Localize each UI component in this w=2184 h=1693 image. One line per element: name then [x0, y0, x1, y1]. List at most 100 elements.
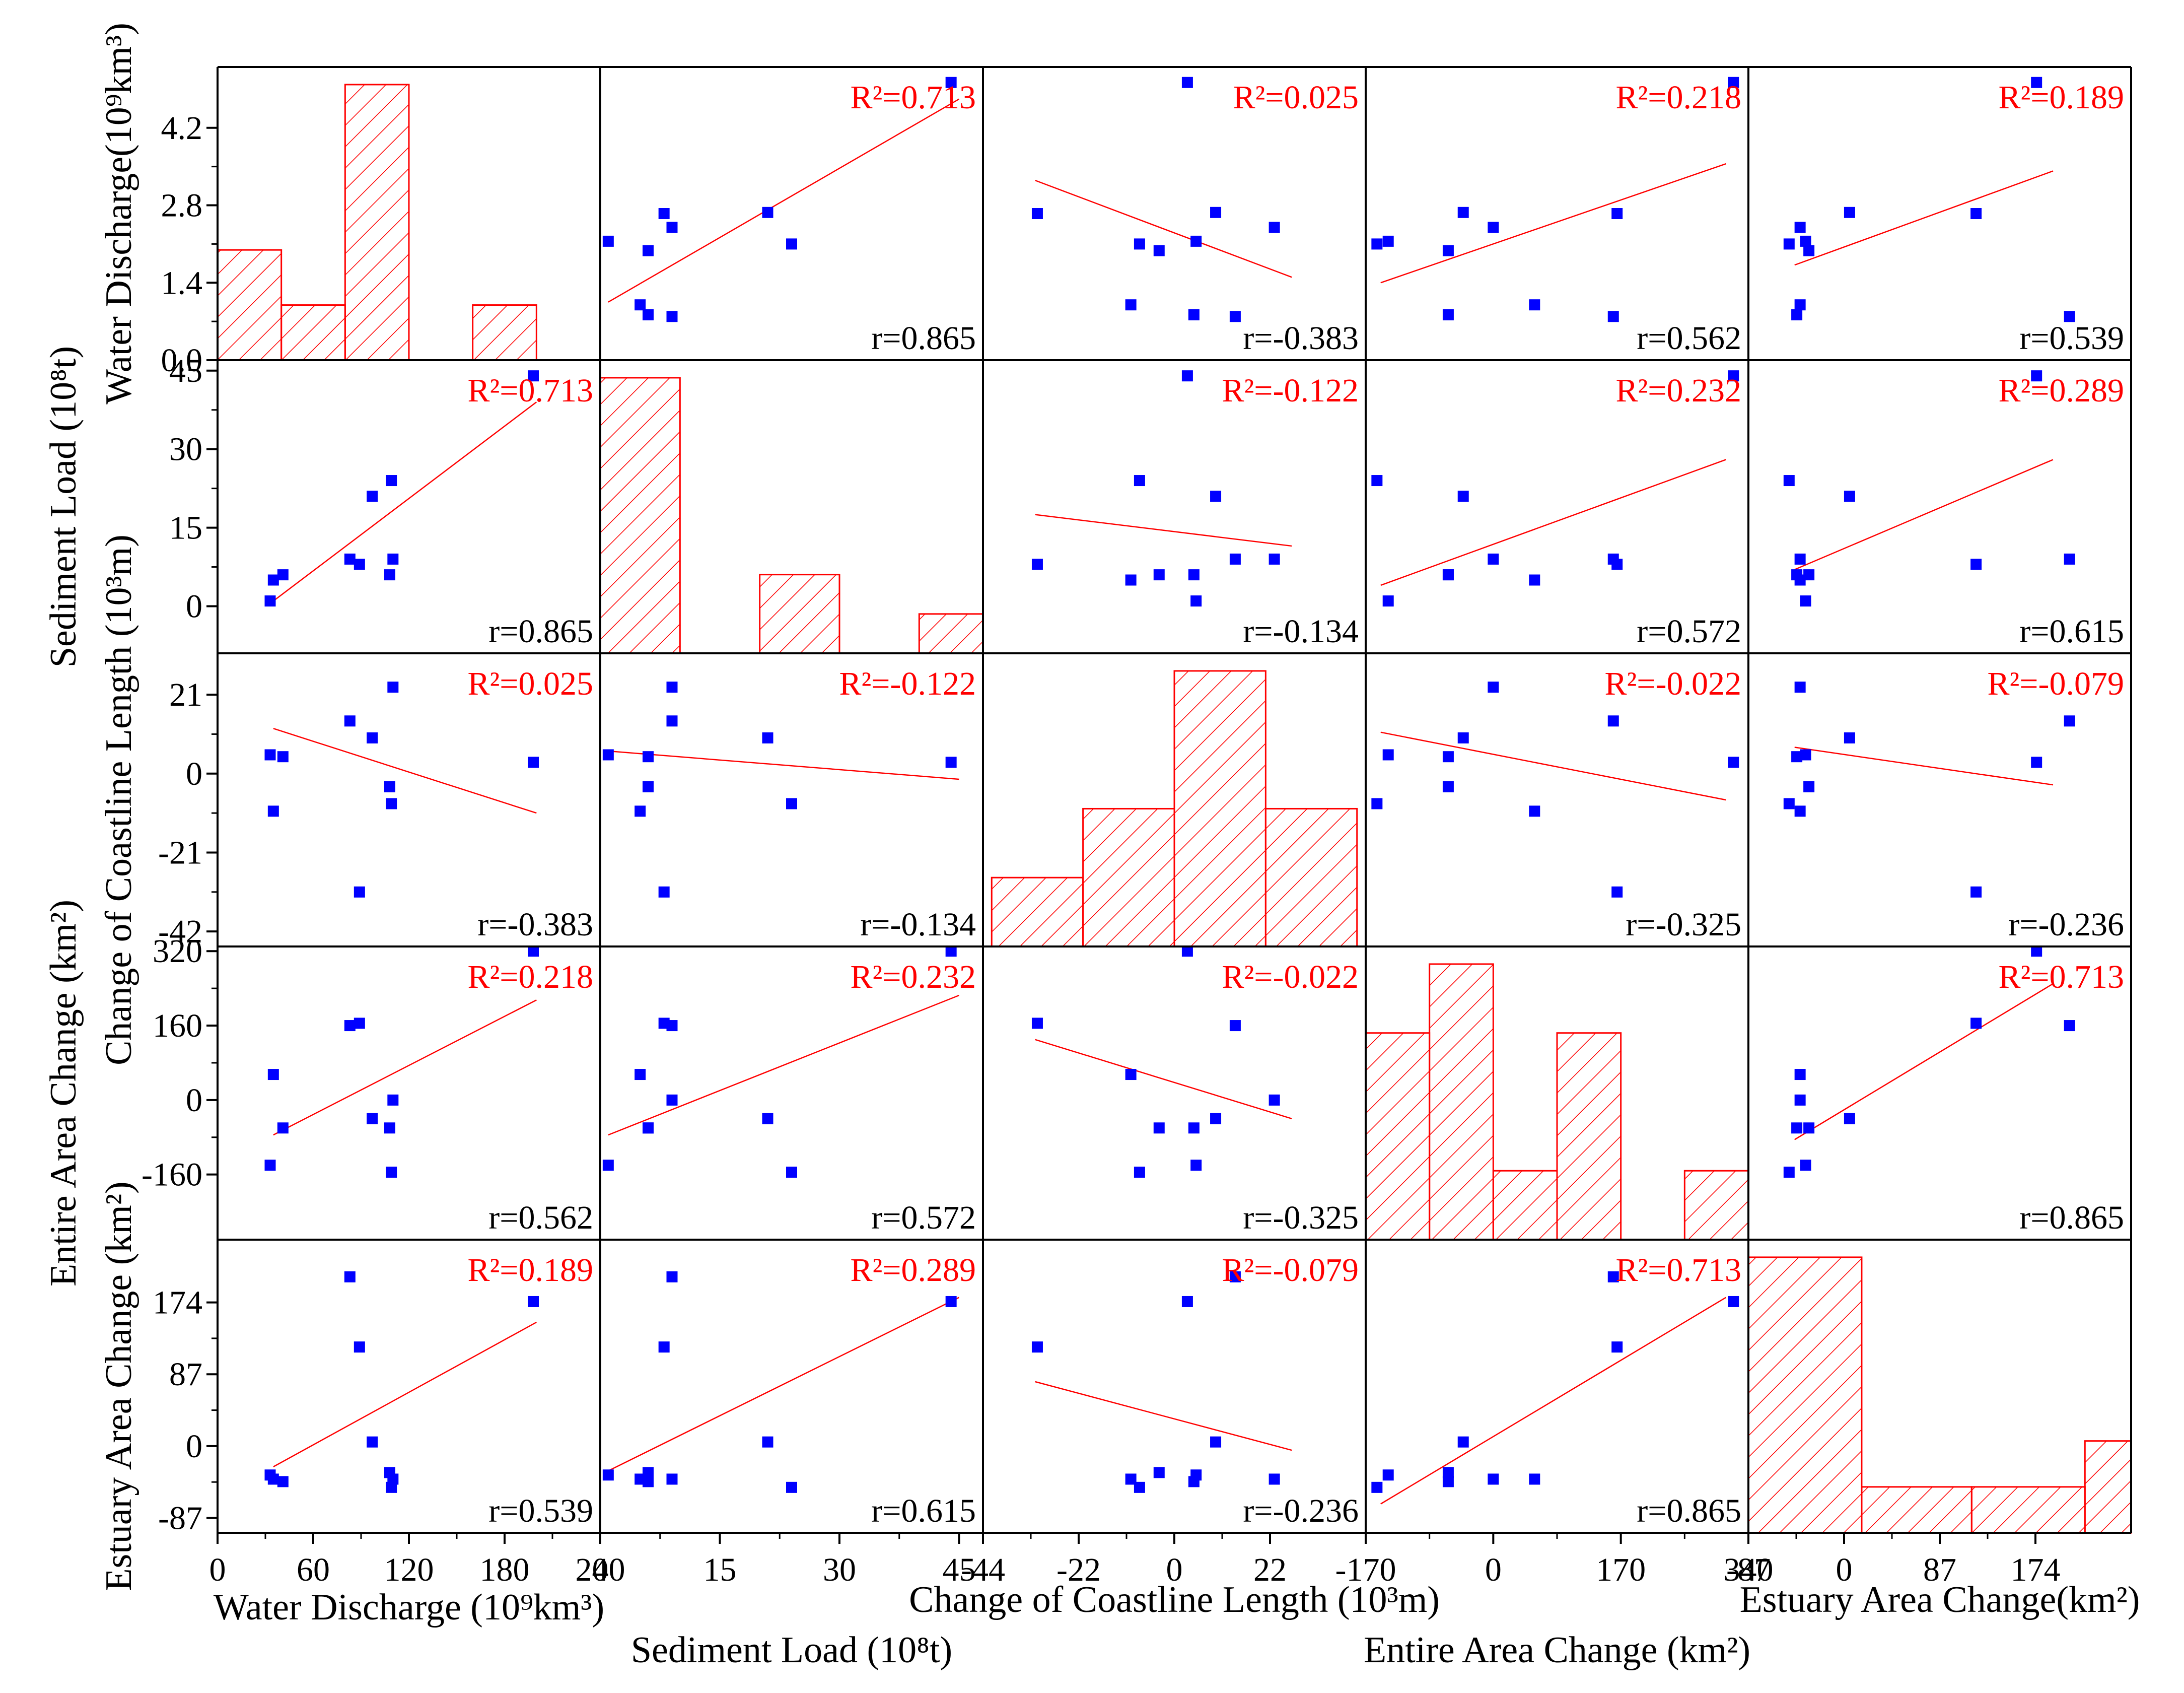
data-point: [786, 238, 797, 250]
histogram-bar: [1556, 1032, 1622, 1241]
data-point: [1794, 222, 1806, 233]
data-point: [786, 798, 797, 809]
data-point: [1188, 1476, 1200, 1487]
data-point: [1442, 309, 1454, 320]
data-point: [387, 682, 399, 693]
data-point: [1794, 805, 1806, 817]
data-point: [945, 1296, 957, 1307]
data-point: [1031, 1341, 1043, 1353]
data-point: [386, 1167, 397, 1178]
fit-line: [1794, 459, 2054, 570]
data-point: [1153, 1122, 1165, 1134]
data-point: [528, 1296, 539, 1307]
data-point: [1125, 574, 1137, 586]
data-point: [602, 235, 614, 247]
data-point: [1803, 569, 1815, 581]
data-point: [2064, 715, 2075, 727]
correlation-label: r=-0.383: [1243, 320, 1359, 357]
data-point: [1488, 553, 1499, 565]
data-point: [1210, 1436, 1222, 1448]
data-point: [367, 732, 378, 743]
data-point: [1442, 781, 1454, 792]
histogram-bar: [1861, 1486, 1972, 1534]
histogram-bar: [1747, 1256, 1863, 1534]
data-point: [1371, 1481, 1383, 1493]
x-tick-label: 22: [1253, 1551, 1287, 1588]
data-point: [1382, 749, 1394, 761]
data-point: [1611, 1341, 1623, 1353]
data-point: [267, 805, 279, 817]
data-point: [1488, 222, 1499, 233]
data-point: [1153, 1467, 1165, 1478]
panel-entire-vs-sediment: R²=0.232 r=0.572: [602, 945, 976, 1236]
r-squared-label: R²=-0.079: [1222, 1252, 1359, 1289]
data-point: [945, 77, 957, 88]
data-point: [1125, 1473, 1137, 1485]
data-point: [666, 1271, 678, 1282]
y-tick-label: 0: [186, 1082, 202, 1119]
data-point: [1181, 370, 1193, 382]
y-tick-label: 0: [186, 588, 202, 625]
correlation-label: r=-0.325: [1243, 1199, 1359, 1236]
fit-line: [1380, 731, 1726, 801]
data-point: [1125, 299, 1137, 311]
data-point: [1728, 757, 1739, 768]
data-point: [1229, 1020, 1241, 1032]
data-point: [1210, 207, 1222, 218]
data-point: [658, 1341, 670, 1353]
data-point: [1488, 1473, 1499, 1485]
data-point: [1188, 1122, 1200, 1134]
correlation-label: r=-0.134: [860, 906, 976, 943]
fit-line: [1794, 170, 2054, 266]
x-tick-label: 180: [480, 1551, 530, 1588]
histogram-bar: [918, 613, 984, 654]
x-axis-title-water: Water Discharge (10⁹km³): [214, 1587, 604, 1628]
panel-water-vs-coast: R²=0.025 r=-0.383: [1031, 77, 1359, 357]
histogram-bar: [1429, 963, 1494, 1241]
r-squared-label: R²=0.713: [467, 372, 593, 409]
fit-line: [1035, 1381, 1292, 1451]
data-point: [1728, 370, 1739, 382]
data-point: [1210, 491, 1222, 502]
r-squared-label: R²=0.232: [1615, 372, 1741, 409]
data-point: [1134, 1481, 1145, 1493]
data-point: [1269, 1473, 1280, 1485]
histogram-bar: [280, 304, 346, 361]
data-point: [344, 1271, 356, 1282]
x-tick-label: 0: [1836, 1551, 1853, 1588]
data-point: [264, 595, 276, 607]
data-point: [267, 1473, 279, 1485]
data-point: [1153, 245, 1165, 256]
panel-water-vs-sediment: R²=0.713 r=0.865: [602, 77, 976, 357]
data-point: [762, 1113, 773, 1124]
data-point: [1728, 77, 1739, 88]
fit-line: [1794, 983, 2054, 1140]
data-point: [367, 1436, 378, 1448]
data-point: [635, 805, 646, 817]
panel-entire-vs-estuary: R²=0.713 r=0.865: [1783, 945, 2124, 1236]
data-point: [1728, 1296, 1739, 1307]
data-point: [1442, 1476, 1454, 1487]
r-squared-label: R²=-0.122: [839, 665, 976, 702]
histogram-bar: [991, 876, 1084, 947]
data-point: [1529, 1473, 1540, 1485]
data-point: [643, 1467, 654, 1478]
data-point: [1794, 682, 1806, 693]
y-tick-label: 1.4: [161, 264, 203, 301]
data-point: [1844, 491, 1855, 502]
x-tick-label: 240: [576, 1551, 625, 1588]
data-point: [1783, 238, 1795, 250]
panel-entire-vs-coast: R²=-0.022 r=-0.325: [1031, 945, 1359, 1236]
correlation-label: r=0.615: [871, 1493, 976, 1529]
data-point: [762, 207, 773, 218]
r-squared-label: R²=0.289: [1998, 372, 2124, 409]
histogram-bar: [1365, 1032, 1431, 1241]
x-tick-label: 15: [703, 1551, 737, 1588]
data-point: [1803, 245, 1815, 256]
data-point: [1607, 715, 1619, 727]
y-tick-label: -87: [158, 1500, 202, 1536]
data-point: [1134, 1167, 1145, 1178]
data-point: [1371, 238, 1383, 250]
data-point: [1457, 491, 1469, 502]
